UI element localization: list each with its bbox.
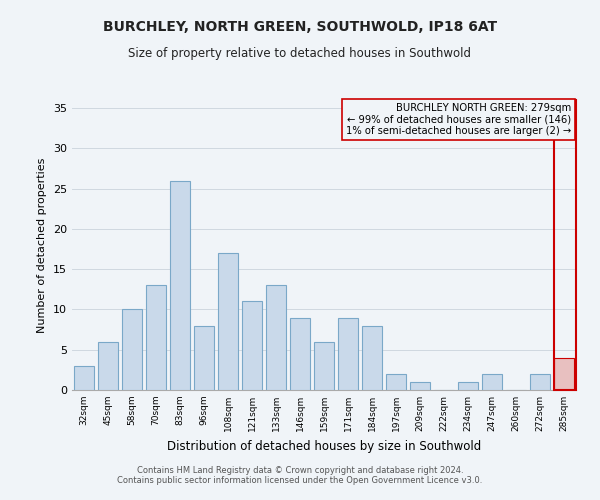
Bar: [458, 382, 478, 390]
Bar: [98, 342, 118, 390]
Bar: [290, 318, 310, 390]
Bar: [266, 286, 286, 390]
Bar: [194, 326, 214, 390]
Bar: [242, 302, 262, 390]
Bar: [554, 100, 576, 390]
Bar: [530, 374, 550, 390]
Text: BURCHLEY NORTH GREEN: 279sqm
← 99% of detached houses are smaller (146)
1% of se: BURCHLEY NORTH GREEN: 279sqm ← 99% of de…: [346, 103, 571, 136]
Bar: [218, 253, 238, 390]
Bar: [74, 366, 94, 390]
Bar: [362, 326, 382, 390]
Bar: [386, 374, 406, 390]
Bar: [314, 342, 334, 390]
Text: BURCHLEY, NORTH GREEN, SOUTHWOLD, IP18 6AT: BURCHLEY, NORTH GREEN, SOUTHWOLD, IP18 6…: [103, 20, 497, 34]
Bar: [122, 310, 142, 390]
Bar: [146, 286, 166, 390]
X-axis label: Distribution of detached houses by size in Southwold: Distribution of detached houses by size …: [167, 440, 481, 452]
Text: Size of property relative to detached houses in Southwold: Size of property relative to detached ho…: [128, 48, 472, 60]
Bar: [410, 382, 430, 390]
Bar: [482, 374, 502, 390]
Y-axis label: Number of detached properties: Number of detached properties: [37, 158, 47, 332]
Bar: [170, 180, 190, 390]
Text: Contains HM Land Registry data © Crown copyright and database right 2024.
Contai: Contains HM Land Registry data © Crown c…: [118, 466, 482, 485]
Bar: [554, 358, 574, 390]
Bar: [338, 318, 358, 390]
